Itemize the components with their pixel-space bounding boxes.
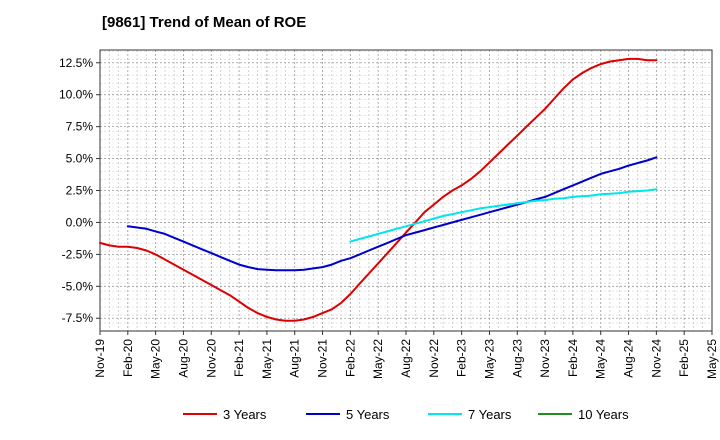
x-tick-label: May-22 bbox=[371, 339, 385, 379]
x-tick-label: May-20 bbox=[149, 339, 163, 379]
x-tick-label: Nov-23 bbox=[538, 339, 552, 378]
x-tick-label: Nov-19 bbox=[93, 339, 107, 378]
y-tick-label: -2.5% bbox=[62, 247, 94, 261]
x-tick-label: May-23 bbox=[482, 339, 496, 379]
chart-title: [9861] Trend of Mean of ROE bbox=[102, 14, 307, 31]
series-line-3 bbox=[349, 188, 658, 243]
legend-label-3: 7 Years bbox=[468, 407, 512, 422]
y-tick-label: 7.5% bbox=[66, 120, 94, 134]
x-tick-label: Nov-20 bbox=[204, 339, 218, 378]
y-tick-label: 10.0% bbox=[59, 88, 93, 102]
x-tick-label: Nov-21 bbox=[316, 339, 330, 378]
y-tick-label: 5.0% bbox=[66, 152, 94, 166]
x-tick-label: Feb-24 bbox=[566, 339, 580, 377]
x-tick-label: May-24 bbox=[594, 339, 608, 379]
x-tick-label: Aug-23 bbox=[510, 339, 524, 378]
x-tick-label: May-21 bbox=[260, 339, 274, 379]
y-tick-label: -5.0% bbox=[62, 279, 94, 293]
series-line-1 bbox=[99, 57, 658, 322]
legend-label-2: 5 Years bbox=[346, 407, 390, 422]
x-tick-label: Feb-23 bbox=[455, 339, 469, 377]
x-tick-label: Aug-24 bbox=[622, 339, 636, 378]
x-tick-label: Nov-24 bbox=[649, 339, 663, 378]
y-tick-label: 12.5% bbox=[59, 56, 93, 70]
x-tick-label: Nov-22 bbox=[427, 339, 441, 378]
legend-label-1: 3 Years bbox=[223, 407, 267, 422]
series-line-2 bbox=[126, 156, 658, 272]
x-tick-label: Feb-21 bbox=[232, 339, 246, 377]
x-tick-label: Aug-20 bbox=[176, 339, 190, 378]
y-tick-label: 2.5% bbox=[66, 184, 94, 198]
x-tick-label: Aug-21 bbox=[288, 339, 302, 378]
legend-label-4: 10 Years bbox=[578, 407, 629, 422]
x-tick-label: Aug-22 bbox=[399, 339, 413, 378]
x-tick-label: May-25 bbox=[705, 339, 719, 379]
y-tick-label: 0.0% bbox=[66, 215, 94, 229]
x-tick-label: Feb-25 bbox=[677, 339, 691, 377]
x-tick-label: Feb-20 bbox=[121, 339, 135, 377]
x-tick-label: Feb-22 bbox=[343, 339, 357, 377]
y-tick-label: -7.5% bbox=[62, 311, 94, 325]
